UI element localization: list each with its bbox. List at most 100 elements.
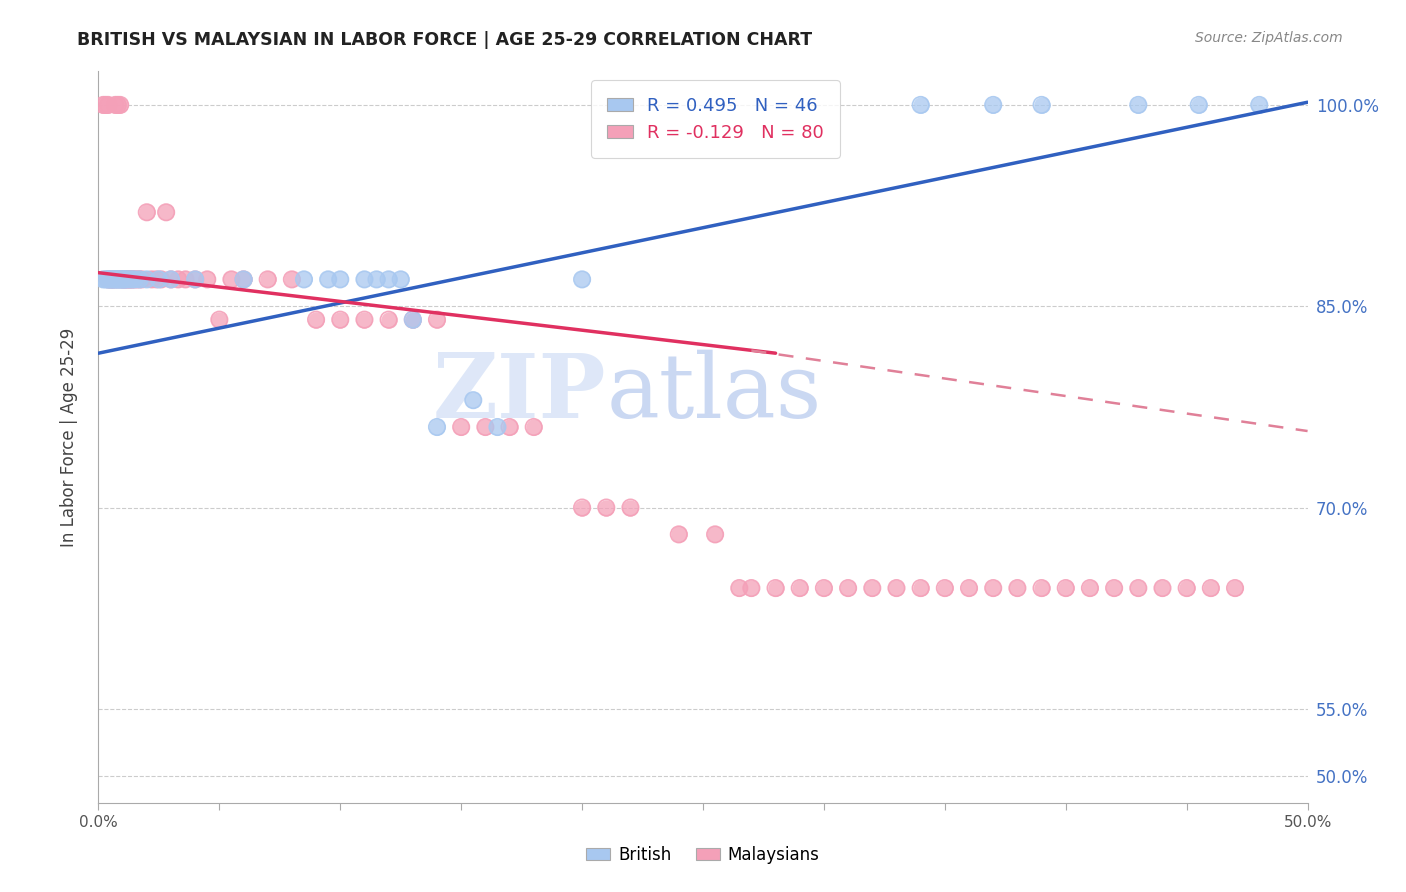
Point: [860, 581, 883, 595]
Point: [107, 272, 129, 286]
Point: [1128, 98, 1150, 112]
Point: [256, 272, 278, 286]
Point: [463, 393, 485, 408]
Point: [1031, 98, 1053, 112]
Point: [728, 581, 751, 595]
Point: [114, 272, 136, 286]
Point: [426, 312, 449, 326]
Point: [100, 272, 122, 286]
Point: [571, 500, 593, 515]
Point: [329, 312, 352, 326]
Point: [765, 581, 787, 595]
Point: [981, 581, 1004, 595]
Point: [107, 98, 129, 112]
Point: [100, 272, 122, 286]
Point: [353, 272, 375, 286]
Point: [910, 98, 932, 112]
Point: [281, 272, 304, 286]
Point: [167, 272, 190, 286]
Point: [886, 581, 908, 595]
Y-axis label: In Labor Force | Age 25-29: In Labor Force | Age 25-29: [59, 327, 77, 547]
Point: [860, 581, 883, 595]
Point: [150, 272, 173, 286]
Point: [104, 272, 127, 286]
Point: [221, 272, 243, 286]
Point: [1223, 581, 1246, 595]
Point: [595, 500, 617, 515]
Point: [135, 205, 157, 219]
Point: [1031, 581, 1053, 595]
Point: [108, 272, 131, 286]
Point: [91, 98, 114, 112]
Point: [107, 272, 129, 286]
Point: [1128, 581, 1150, 595]
Point: [91, 272, 114, 286]
Point: [135, 272, 157, 286]
Point: [1152, 581, 1174, 595]
Point: [97, 272, 120, 286]
Point: [184, 272, 207, 286]
Point: [704, 527, 727, 541]
Point: [101, 272, 124, 286]
Point: [108, 272, 131, 286]
Point: [101, 272, 124, 286]
Text: BRITISH VS MALAYSIAN IN LABOR FORCE | AGE 25-29 CORRELATION CHART: BRITISH VS MALAYSIAN IN LABOR FORCE | AG…: [77, 31, 813, 49]
Point: [107, 272, 129, 286]
Point: [619, 500, 641, 515]
Point: [111, 272, 134, 286]
Point: [114, 272, 136, 286]
Point: [910, 581, 932, 595]
Point: [118, 272, 141, 286]
Point: [1188, 98, 1211, 112]
Point: [97, 98, 120, 112]
Point: [1031, 98, 1053, 112]
Point: [184, 272, 207, 286]
Point: [117, 272, 139, 286]
Point: [117, 272, 139, 286]
Point: [124, 272, 146, 286]
Point: [1102, 581, 1125, 595]
Point: [353, 312, 375, 326]
Point: [910, 581, 932, 595]
Point: [127, 272, 149, 286]
Point: [813, 581, 835, 595]
Point: [377, 312, 399, 326]
Point: [108, 272, 131, 286]
Point: [104, 272, 127, 286]
Point: [97, 272, 120, 286]
Text: Source: ZipAtlas.com: Source: ZipAtlas.com: [1195, 31, 1343, 45]
Point: [184, 272, 207, 286]
Point: [121, 272, 143, 286]
Point: [97, 272, 120, 286]
Point: [1175, 581, 1198, 595]
Point: [232, 272, 254, 286]
Point: [402, 312, 425, 326]
Point: [91, 98, 114, 112]
Point: [135, 205, 157, 219]
Point: [101, 272, 124, 286]
Point: [1007, 581, 1029, 595]
Point: [104, 272, 127, 286]
Point: [1199, 581, 1222, 595]
Point: [111, 272, 134, 286]
Point: [281, 272, 304, 286]
Point: [121, 272, 143, 286]
Point: [114, 272, 136, 286]
Point: [97, 98, 120, 112]
Point: [135, 272, 157, 286]
Point: [353, 272, 375, 286]
Text: ZIP: ZIP: [433, 350, 606, 437]
Point: [1249, 98, 1271, 112]
Point: [101, 272, 124, 286]
Point: [160, 272, 183, 286]
Point: [94, 272, 117, 286]
Point: [1054, 581, 1077, 595]
Point: [94, 272, 117, 286]
Legend: R = 0.495   N = 46, R = -0.129   N = 80: R = 0.495 N = 46, R = -0.129 N = 80: [591, 80, 839, 158]
Point: [141, 272, 163, 286]
Point: [232, 272, 254, 286]
Point: [131, 272, 153, 286]
Point: [114, 272, 136, 286]
Point: [837, 581, 859, 595]
Point: [128, 272, 150, 286]
